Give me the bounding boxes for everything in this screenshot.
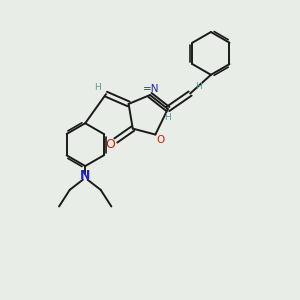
- Text: H: H: [164, 112, 171, 122]
- Text: O: O: [106, 138, 116, 151]
- Text: O: O: [157, 135, 165, 145]
- Text: H: H: [94, 83, 101, 92]
- Text: N: N: [80, 169, 90, 182]
- Text: =N: =N: [143, 84, 160, 94]
- Text: H: H: [195, 82, 202, 91]
